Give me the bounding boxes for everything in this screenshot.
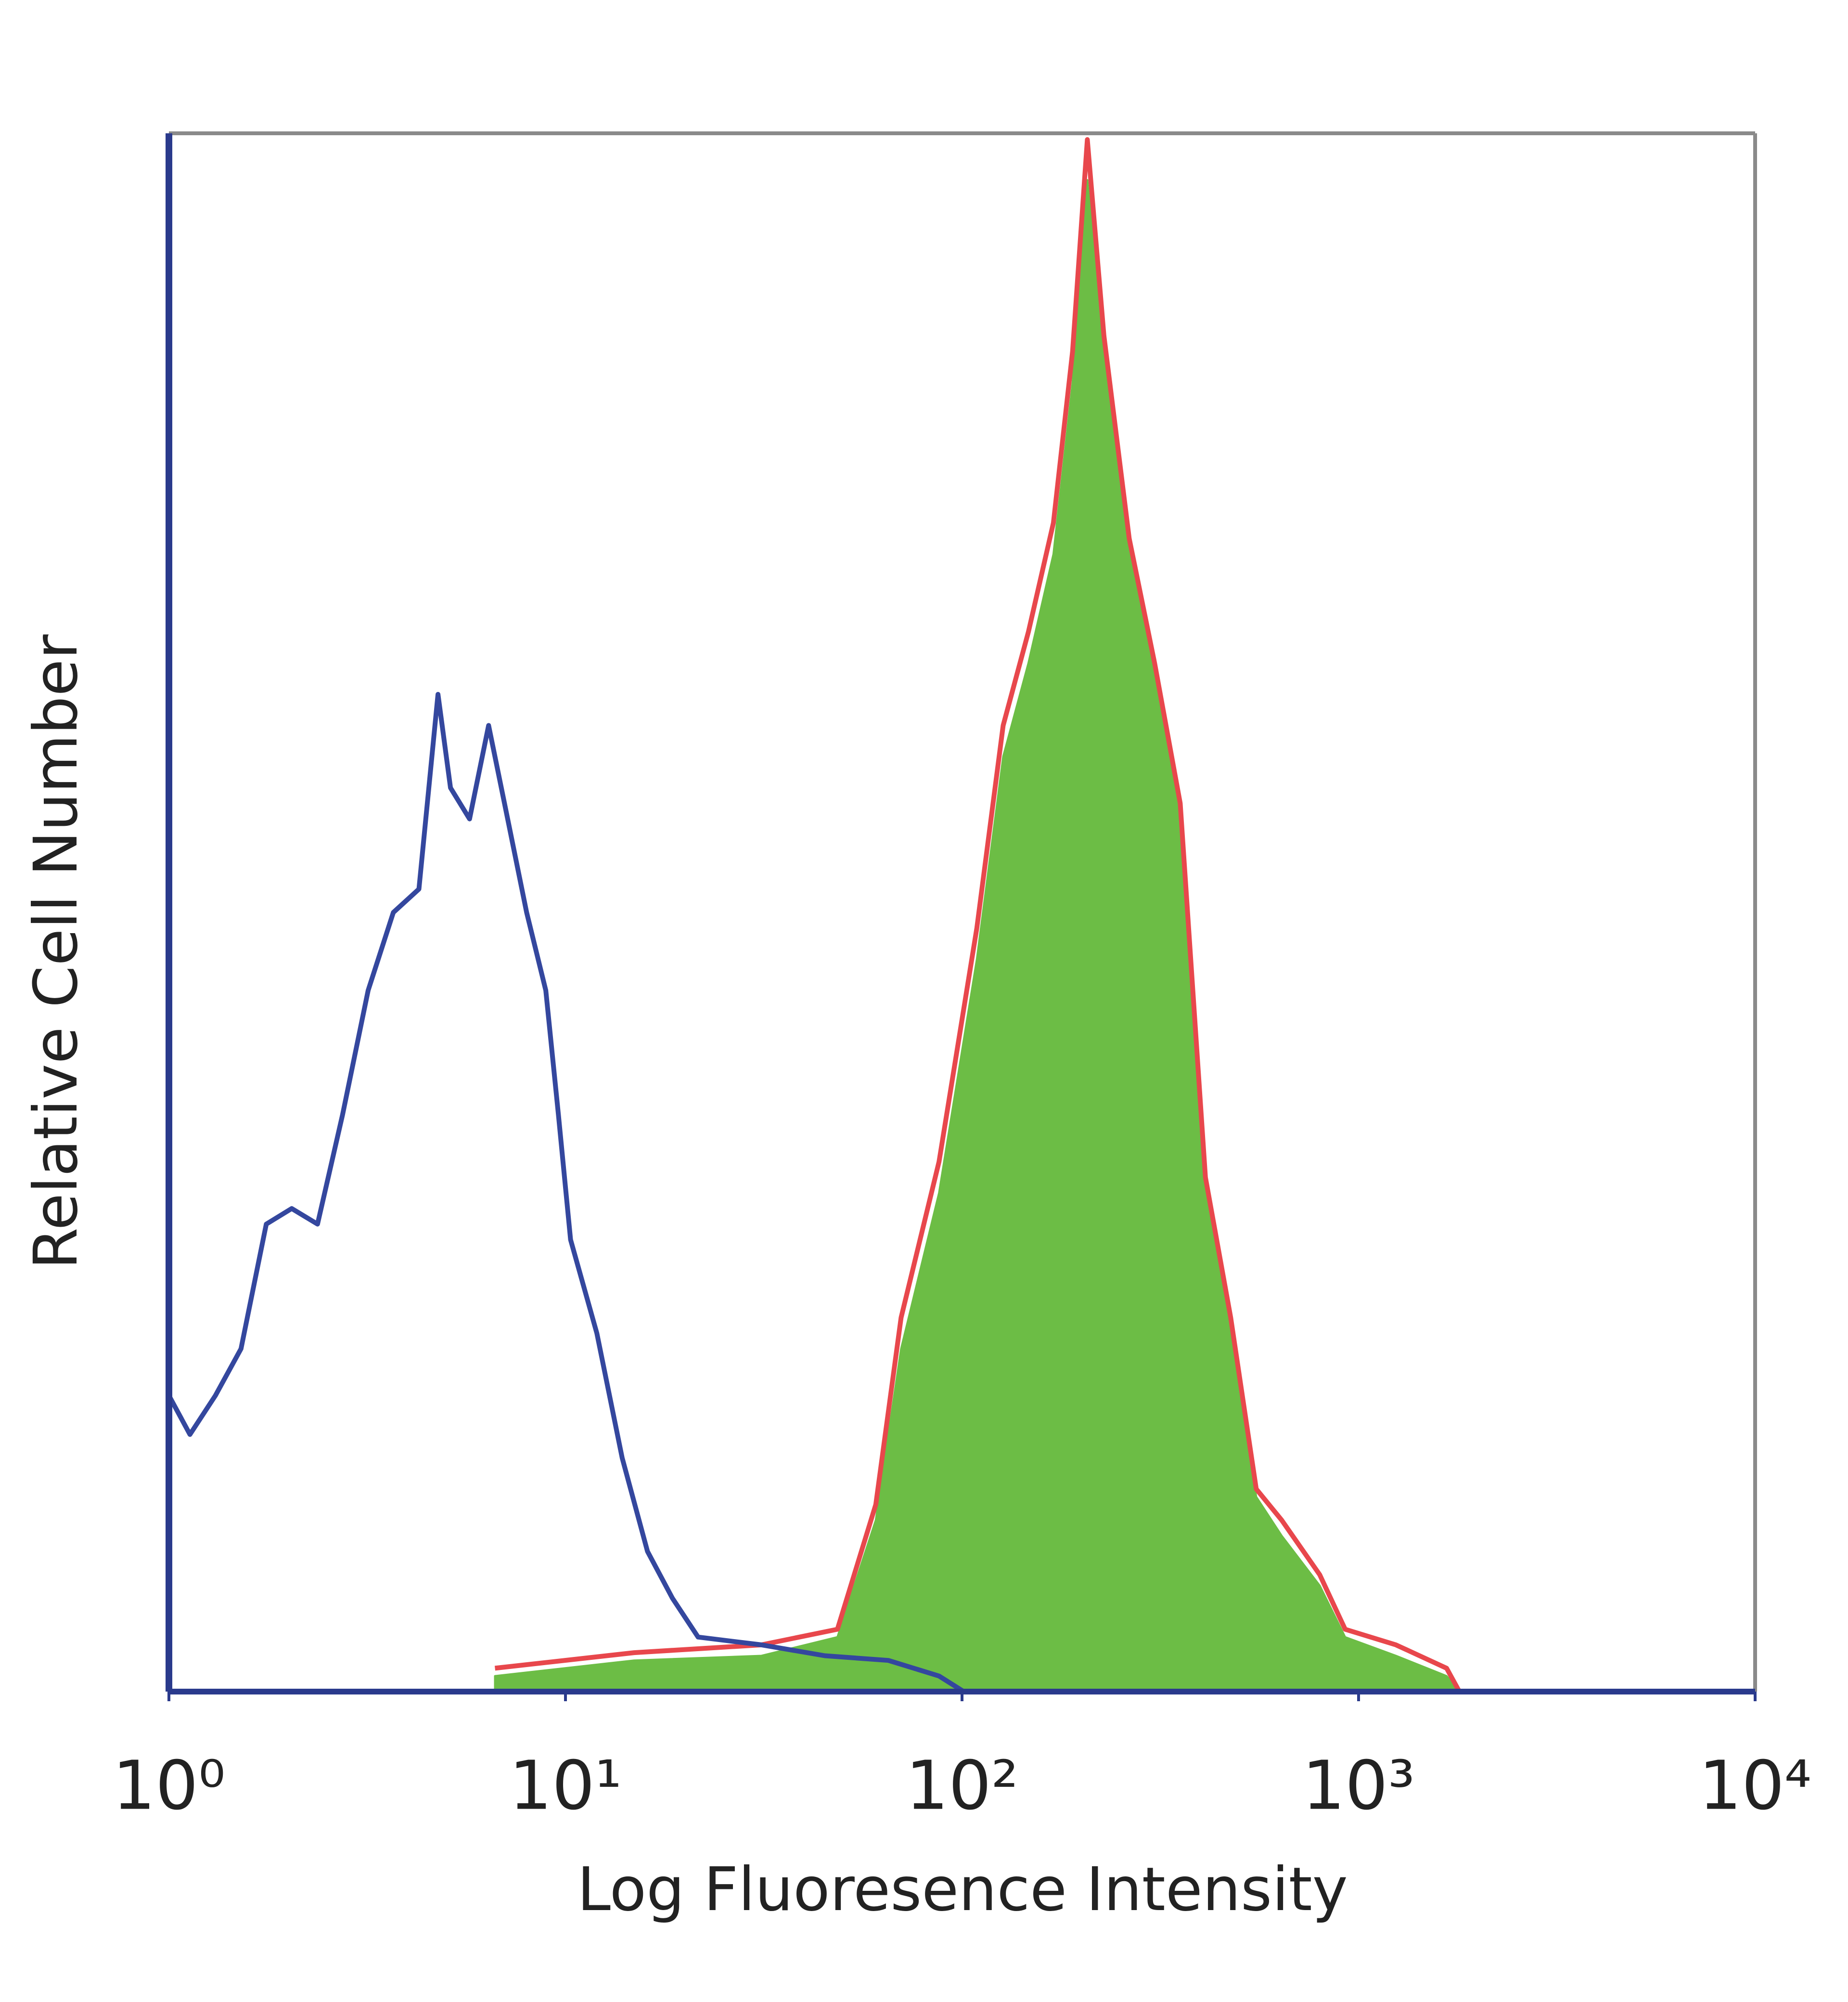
x-tick-label: 10⁰ (113, 1747, 225, 1825)
x-tick-label: 10¹ (509, 1747, 622, 1825)
x-tick-label: 10² (906, 1747, 1018, 1825)
line (494, 137, 1462, 1693)
x-tick-label: 10³ (1302, 1747, 1415, 1825)
x-axis-label: Log Fluoresence Intensity (577, 1855, 1348, 1925)
line (167, 692, 965, 1694)
x-tick-label: 10⁴ (1699, 1747, 1811, 1825)
y-axis-label: Relative Cell Number (21, 634, 91, 1270)
